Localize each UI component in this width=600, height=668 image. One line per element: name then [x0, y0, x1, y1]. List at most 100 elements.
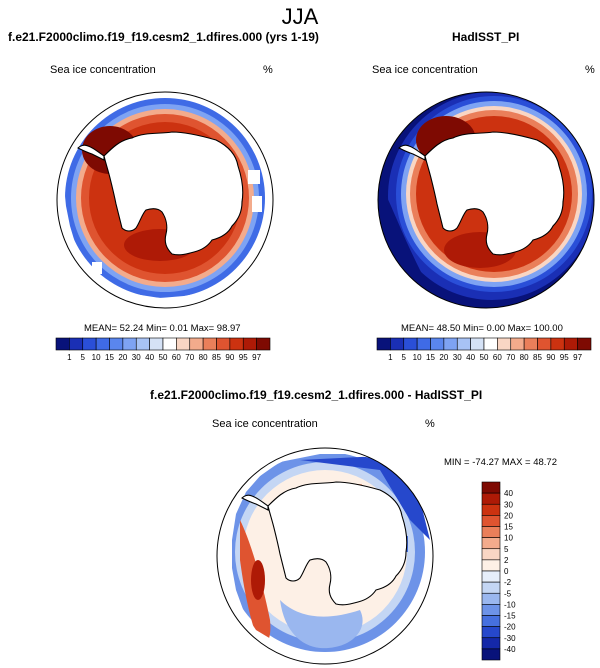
panel3-colorbar-swatch	[481, 481, 501, 494]
panel2-colorbar-swatch	[577, 337, 592, 351]
panel3-colorbar-swatch	[481, 503, 501, 516]
panel2-colorbar-swatch	[390, 337, 405, 351]
panel3-colorbar-tick-label: -40	[504, 645, 516, 654]
panel3-colorbar-swatch	[481, 537, 501, 550]
panel3-colorbar-tick-label: 5	[504, 545, 509, 554]
panel1-colorbar-tick-label: 95	[239, 353, 248, 362]
panel1-colorbar-tick-label: 50	[159, 353, 168, 362]
panel3-colorbar-tick-label: 10	[504, 534, 513, 543]
panel2-colorbar-swatch	[376, 337, 391, 351]
panel1-colorbar-tick-label: 90	[225, 353, 234, 362]
panel2-colorbar-tick-label: 95	[560, 353, 569, 362]
panel1-colorbar-swatch	[162, 337, 177, 351]
panel1-colorbar-tick-label: 30	[132, 353, 141, 362]
panel1-colorbar-swatch	[82, 337, 97, 351]
panel1-colorbar-swatch	[109, 337, 124, 351]
panel3-colorbar-tick-label: -10	[504, 600, 516, 609]
panel3-colorbar-swatch	[481, 592, 501, 605]
panel2-colorbar-tick-label: 5	[402, 353, 407, 362]
panel3-colorbar-swatch	[481, 615, 501, 627]
panel2-colorbar-tick-label: 60	[493, 353, 502, 362]
panel1-units: %	[263, 64, 273, 76]
panel3-title: f.e21.F2000climo.f19_f19.cesm2_1.dfires.…	[150, 388, 483, 402]
panel1-map	[56, 91, 274, 309]
panel2-colorbar-swatch	[456, 337, 471, 351]
panel3-colorbar-swatch	[481, 637, 501, 650]
panel2-colorbar-swatch	[523, 337, 538, 351]
panel2-colorbar-swatch	[430, 337, 445, 351]
panel3-colorbar-tick-label: 20	[504, 511, 513, 520]
panel1-colorbar-swatch	[176, 337, 191, 351]
panel1-colorbar-tick-label: 5	[81, 353, 86, 362]
panel3-units: %	[425, 418, 435, 430]
panel2-colorbar-tick-label: 30	[453, 353, 462, 362]
panel2-colorbar-swatch	[550, 337, 565, 351]
panel2-colorbar-swatch	[470, 337, 485, 351]
panel1-colorbar-swatch	[256, 337, 271, 351]
panel1-colorbar-swatch	[229, 337, 244, 351]
panel1-colorbar-swatch	[122, 337, 137, 351]
panel2-colorbar-swatch	[537, 337, 552, 351]
panel3-colorbar-tick-label: 0	[504, 567, 509, 576]
panel2-colorbar-tick-label: 97	[573, 353, 582, 362]
panel2-colorbar-swatch	[403, 337, 418, 351]
panel3-colorbar-tick-label: -5	[504, 589, 512, 598]
panel2-title: HadISST_PI	[452, 30, 520, 44]
panel3-colorbar-tick-label: 15	[504, 523, 513, 532]
panel3-colorbar-tick-label: 2	[504, 556, 509, 565]
panel2-colorbar: 1 5 10 15 20 30 40 50 60 70 80 85 90 95 97	[376, 337, 592, 362]
panel1-colorbar-swatch	[55, 337, 70, 351]
panel3-colorbar-tick-label: -30	[504, 634, 516, 643]
panel1-colorbar-tick-label: 15	[105, 353, 114, 362]
panel3-colorbar-tick-label: 40	[504, 489, 513, 498]
panel1-colorbar-tick-label: 10	[92, 353, 101, 362]
panel1-colorbar-tick-label: 97	[252, 353, 261, 362]
panel2-colorbar-tick-label: 40	[466, 353, 475, 362]
panel3-colorbar-swatch	[481, 570, 501, 583]
panel2-map	[377, 91, 595, 309]
panel1-colorbar-tick-label: 20	[118, 353, 127, 362]
panel2-stats: MEAN= 48.50 Min= 0.00 Max= 100.00	[401, 323, 563, 334]
panel3-colorbar-swatch	[481, 648, 501, 661]
panel3-colorbar-swatch	[481, 548, 501, 561]
panel1-title: f.e21.F2000climo.f19_f19.cesm2_1.dfires.…	[8, 30, 319, 44]
panel2-var-label: Sea ice concentration	[372, 64, 478, 76]
panel3-stats: MIN = -74.27 MAX = 48.72	[444, 457, 558, 468]
panel2-colorbar-swatch	[510, 337, 525, 351]
panel2-colorbar-tick-label: 15	[426, 353, 435, 362]
panel3-colorbar-swatch	[481, 559, 501, 572]
panel3-colorbar-swatch	[481, 526, 501, 538]
panel2-colorbar-tick-label: 10	[413, 353, 422, 362]
panel2-colorbar-swatch	[483, 337, 498, 351]
panel1-colorbar-tick-label: 85	[212, 353, 221, 362]
panel3-map	[216, 447, 434, 665]
panel1-colorbar-tick-label: 70	[185, 353, 194, 362]
panel1-colorbar-swatch	[135, 337, 150, 351]
panel1-colorbar-swatch	[189, 337, 204, 351]
panel3-colorbar-tick-label: -15	[504, 612, 516, 621]
panel3-colorbar-swatch	[481, 626, 501, 639]
panel2-colorbar-tick-label: 20	[439, 353, 448, 362]
panel2-colorbar-swatch	[497, 337, 512, 351]
panel1-colorbar-swatch	[202, 337, 217, 351]
panel3-colorbar-tick-label: -20	[504, 623, 516, 632]
panel2-colorbar-tick-label: 80	[520, 353, 529, 362]
panel3-colorbar-swatch	[481, 515, 501, 527]
panel1-colorbar-swatch	[95, 337, 110, 351]
panel1-colorbar-swatch	[216, 337, 231, 351]
panel2-colorbar-tick-label: 85	[533, 353, 542, 362]
panel2-units: %	[585, 64, 595, 76]
panel3-colorbar-tick-label: -2	[504, 578, 512, 587]
panel2-colorbar-tick-label: 90	[546, 353, 555, 362]
panel2-colorbar-swatch	[443, 337, 458, 351]
panel3-colorbar-swatch	[481, 492, 501, 505]
panel1-colorbar-swatch	[242, 337, 257, 351]
panel1-stats: MEAN= 52.24 Min= 0.01 Max= 98.97	[84, 323, 241, 334]
panel2-colorbar-swatch	[563, 337, 578, 351]
panel1-colorbar-swatch	[149, 337, 164, 351]
panel2-colorbar-tick-label: 50	[480, 353, 489, 362]
panel3-var-label: Sea ice concentration	[212, 418, 318, 430]
panel1-colorbar-tick-label: 40	[145, 353, 154, 362]
